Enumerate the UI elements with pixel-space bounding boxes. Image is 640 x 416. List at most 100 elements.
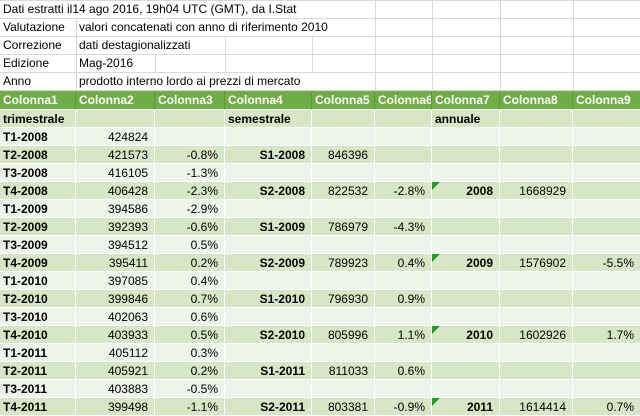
table-cell[interactable]: 394586 bbox=[76, 200, 155, 218]
meta-value-cell[interactable]: Mag-2016 bbox=[79, 56, 134, 70]
table-cell[interactable] bbox=[155, 128, 225, 146]
table-cell[interactable]: 0.4% bbox=[155, 272, 225, 290]
meta-value-cell[interactable]: valori concatenati con anno di riferimen… bbox=[79, 20, 328, 34]
table-cell[interactable] bbox=[573, 290, 640, 308]
table-cell[interactable]: -0.5% bbox=[155, 380, 225, 398]
table-cell[interactable]: T3-2009 bbox=[0, 236, 76, 254]
column-header-cell[interactable]: Colonna7 bbox=[432, 91, 500, 110]
table-cell[interactable]: 2008 bbox=[432, 182, 500, 200]
table-cell[interactable]: 399846 bbox=[76, 290, 155, 308]
group-subheader-cell[interactable]: annuale bbox=[432, 110, 500, 128]
table-cell[interactable] bbox=[375, 146, 432, 164]
group-subheader-cell[interactable] bbox=[573, 110, 640, 128]
table-cell[interactable] bbox=[225, 164, 312, 182]
table-cell[interactable]: 402063 bbox=[76, 308, 155, 326]
table-cell[interactable]: 416105 bbox=[76, 164, 155, 182]
table-cell[interactable]: 421573 bbox=[76, 146, 155, 164]
table-cell[interactable] bbox=[573, 380, 640, 398]
table-cell[interactable]: S1-2008 bbox=[225, 146, 312, 164]
meta-value-cell[interactable]: prodotto interno lordo ai prezzi di merc… bbox=[79, 74, 301, 88]
table-cell[interactable] bbox=[225, 344, 312, 362]
table-cell[interactable] bbox=[500, 362, 573, 380]
table-cell[interactable] bbox=[432, 218, 500, 236]
table-cell[interactable]: T3-2011 bbox=[0, 380, 76, 398]
table-cell[interactable] bbox=[500, 146, 573, 164]
table-cell[interactable] bbox=[312, 128, 375, 146]
table-cell[interactable]: S2-2010 bbox=[225, 326, 312, 344]
table-cell[interactable]: 394512 bbox=[76, 236, 155, 254]
table-cell[interactable]: -0.6% bbox=[155, 218, 225, 236]
table-cell[interactable] bbox=[225, 308, 312, 326]
column-header-cell[interactable]: Colonna2 bbox=[76, 91, 155, 110]
table-cell[interactable] bbox=[432, 308, 500, 326]
table-cell[interactable]: 392393 bbox=[76, 218, 155, 236]
table-cell[interactable] bbox=[312, 164, 375, 182]
table-cell[interactable] bbox=[500, 236, 573, 254]
table-cell[interactable]: -0.9% bbox=[375, 398, 432, 416]
table-cell[interactable] bbox=[432, 290, 500, 308]
table-cell[interactable]: 1576902 bbox=[500, 254, 573, 272]
table-cell[interactable]: T4-2008 bbox=[0, 182, 76, 200]
table-cell[interactable] bbox=[312, 344, 375, 362]
table-cell[interactable] bbox=[432, 344, 500, 362]
table-cell[interactable]: 0.9% bbox=[375, 290, 432, 308]
column-header-cell[interactable]: Colonna3 bbox=[155, 91, 225, 110]
table-cell[interactable]: 0.2% bbox=[155, 362, 225, 380]
table-cell[interactable] bbox=[432, 128, 500, 146]
table-cell[interactable]: 0.3% bbox=[155, 344, 225, 362]
table-cell[interactable] bbox=[375, 236, 432, 254]
table-cell[interactable]: T4-2010 bbox=[0, 326, 76, 344]
meta-value-cell[interactable]: Dati estratti il14 ago 2016, 19h04 UTC (… bbox=[3, 2, 297, 16]
table-cell[interactable] bbox=[573, 362, 640, 380]
table-cell[interactable] bbox=[312, 380, 375, 398]
table-cell[interactable] bbox=[500, 344, 573, 362]
table-cell[interactable] bbox=[573, 182, 640, 200]
table-cell[interactable]: 2010 bbox=[432, 326, 500, 344]
table-cell[interactable]: 811033 bbox=[312, 362, 375, 380]
table-cell[interactable]: 786979 bbox=[312, 218, 375, 236]
table-cell[interactable] bbox=[432, 146, 500, 164]
table-cell[interactable]: T1-2010 bbox=[0, 272, 76, 290]
table-cell[interactable] bbox=[432, 362, 500, 380]
column-header-cell[interactable]: Colonna8 bbox=[500, 91, 573, 110]
table-cell[interactable]: 1602926 bbox=[500, 326, 573, 344]
table-cell[interactable] bbox=[225, 380, 312, 398]
table-cell[interactable]: 395411 bbox=[76, 254, 155, 272]
table-cell[interactable]: 405921 bbox=[76, 362, 155, 380]
table-cell[interactable]: 0.4% bbox=[375, 254, 432, 272]
table-cell[interactable] bbox=[573, 128, 640, 146]
table-cell[interactable]: S2-2011 bbox=[225, 398, 312, 416]
table-cell[interactable]: 2009 bbox=[432, 254, 500, 272]
table-cell[interactable]: S1-2010 bbox=[225, 290, 312, 308]
table-cell[interactable] bbox=[573, 272, 640, 290]
table-cell[interactable] bbox=[573, 344, 640, 362]
column-header-cell[interactable]: Colonna1 bbox=[0, 91, 76, 110]
table-cell[interactable]: 846396 bbox=[312, 146, 375, 164]
table-cell[interactable]: 0.6% bbox=[375, 362, 432, 380]
table-cell[interactable] bbox=[312, 200, 375, 218]
table-cell[interactable] bbox=[375, 380, 432, 398]
table-cell[interactable]: -1.3% bbox=[155, 164, 225, 182]
table-cell[interactable]: 0.5% bbox=[155, 326, 225, 344]
group-subheader-cell[interactable] bbox=[155, 110, 225, 128]
table-cell[interactable]: 403933 bbox=[76, 326, 155, 344]
table-cell[interactable]: T2-2011 bbox=[0, 362, 76, 380]
table-cell[interactable] bbox=[500, 200, 573, 218]
group-subheader-cell[interactable] bbox=[500, 110, 573, 128]
table-cell[interactable] bbox=[375, 164, 432, 182]
table-cell[interactable]: 0.5% bbox=[155, 236, 225, 254]
table-cell[interactable] bbox=[432, 236, 500, 254]
column-header-cell[interactable]: Colonna4 bbox=[225, 91, 312, 110]
table-cell[interactable]: T4-2009 bbox=[0, 254, 76, 272]
table-cell[interactable]: -4.3% bbox=[375, 218, 432, 236]
table-cell[interactable] bbox=[500, 218, 573, 236]
table-cell[interactable] bbox=[375, 344, 432, 362]
table-cell[interactable] bbox=[500, 272, 573, 290]
group-subheader-cell[interactable] bbox=[76, 110, 155, 128]
table-cell[interactable] bbox=[432, 200, 500, 218]
table-cell[interactable]: 0.6% bbox=[155, 308, 225, 326]
table-cell[interactable] bbox=[500, 164, 573, 182]
table-cell[interactable] bbox=[573, 164, 640, 182]
table-cell[interactable] bbox=[312, 308, 375, 326]
table-cell[interactable] bbox=[500, 128, 573, 146]
